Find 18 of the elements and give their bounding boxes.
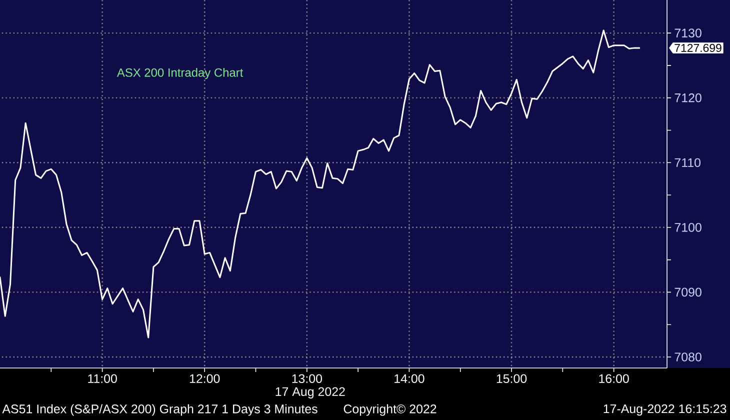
- text: AS51 Index (S&P/ASX 200) Graph 217 1 Days 3 Minutes: [2, 404, 318, 416]
- x-tick-label: 13:00: [292, 374, 322, 384]
- text: 17-Aug-2022 16:15:23: [604, 404, 726, 416]
- y-tick-label: 7120: [674, 93, 702, 102]
- y-tick-label: 7130: [674, 28, 702, 38]
- x-tick-label: 16:00: [599, 374, 629, 384]
- text: ASX 200 Intraday Chart: [116, 68, 244, 80]
- x-axis-title: 17 Aug 2022: [276, 387, 345, 398]
- y-tick-label: 7090: [674, 288, 702, 297]
- x-tick-label: 15:00: [496, 374, 527, 384]
- y-tick-label: 7100: [674, 223, 702, 232]
- text: Copyright© 2022: [344, 404, 436, 416]
- x-tick-label: 12:00: [190, 374, 220, 384]
- x-tick-label: 11:00: [88, 374, 117, 384]
- text: 7127.699: [674, 44, 722, 52]
- y-tick-label: 7110: [674, 158, 700, 168]
- x-tick-label: 14:00: [394, 374, 424, 384]
- y-tick-label: 7080: [674, 352, 702, 362]
